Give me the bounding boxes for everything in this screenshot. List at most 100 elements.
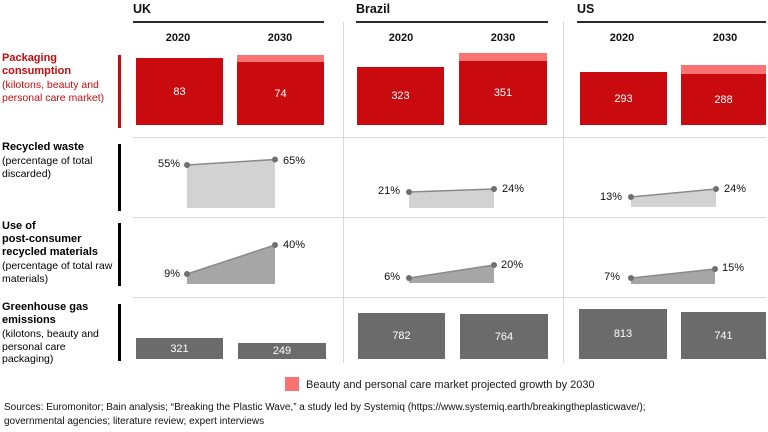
- row-label-packaging-consumption: Packaging consumption (kilotons, beauty …: [2, 52, 118, 104]
- packaging-bar-us-2020: 293: [580, 72, 667, 125]
- year-label-us-2030: 2030: [712, 32, 738, 44]
- row-label-recycled-waste: Recycled waste (percentage of total disc…: [2, 141, 118, 180]
- slope-chart-recycled-waste-brazil: [406, 186, 497, 208]
- row-label-recycled-materials: Use of post-consumer recycled materials …: [2, 220, 118, 285]
- bar-value: 782: [392, 330, 411, 342]
- country-header-us: US: [577, 2, 595, 16]
- row-title: Greenhouse gas emissions: [2, 301, 89, 326]
- data-point-dot: [184, 271, 190, 277]
- column-divider: [563, 22, 564, 363]
- slope-line: [186, 158, 276, 166]
- ghg-bar-brazil-2020: 782: [358, 313, 445, 359]
- slope-line: [408, 188, 495, 193]
- pct-label-recycled-materials-us-2020: 7%: [604, 271, 620, 283]
- row-accent-recycled-waste: [118, 144, 121, 211]
- year-label-uk-2020: 2020: [165, 32, 191, 44]
- pct-label-recycled-materials-brazil-2020: 6%: [384, 271, 400, 283]
- slope-line: [630, 188, 717, 198]
- data-point-dot: [406, 189, 412, 195]
- ghg-bar-brazil-2030: 764: [460, 314, 548, 359]
- data-point-dot: [184, 162, 190, 168]
- row-subtitle: (percentage of total discarded): [2, 155, 93, 180]
- pct-label-recycled-waste-brazil-2030: 24%: [502, 183, 525, 195]
- ghg-bar-uk-2030: 249: [238, 343, 326, 359]
- row-accent-ghg: [118, 304, 121, 361]
- bar-value: 293: [614, 92, 633, 105]
- row-title: Packaging consumption: [2, 52, 72, 77]
- year-label-brazil-2020: 2020: [388, 32, 414, 44]
- slope-area: [187, 245, 275, 284]
- slope-area: [631, 269, 715, 284]
- packaging-bar-brazil-2030: 351: [459, 61, 547, 125]
- row-subtitle: (kilotons, beauty and personal care pack…: [2, 328, 99, 365]
- row-separator: [133, 217, 766, 218]
- pct-label-recycled-materials-brazil-2030: 20%: [501, 259, 524, 271]
- bar-value: 249: [272, 345, 292, 357]
- packaging-bar-uk-2020: 83: [136, 58, 223, 125]
- data-point-dot: [491, 262, 497, 268]
- year-label-brazil-2030: 2030: [490, 32, 516, 44]
- packaging-bar-us-2030: 288: [681, 74, 766, 125]
- pct-label-recycled-waste-us-2020: 13%: [599, 191, 622, 203]
- packaging-bar-uk-2030: 74: [237, 62, 324, 125]
- data-point-dot: [712, 266, 718, 272]
- slope-area: [409, 265, 494, 283]
- slope-line: [408, 264, 495, 279]
- slope-area: [187, 159, 275, 208]
- row-accent-packaging: [118, 55, 121, 128]
- column-divider: [343, 22, 344, 363]
- projected-growth-cap-uk-2030: [237, 55, 324, 62]
- slope-chart-recycled-materials-brazil: [406, 262, 497, 283]
- row-title: Use of post-consumer recycled materials: [2, 220, 99, 258]
- bar-value: 321: [170, 342, 189, 355]
- country-header-brazil: Brazil: [356, 2, 391, 16]
- data-point-dot: [406, 275, 412, 281]
- slope-chart-recycled-waste-us: [628, 186, 719, 207]
- country-header-uk: UK: [133, 2, 152, 16]
- data-point-dot: [272, 156, 278, 163]
- pct-label-recycled-waste-us-2030: 24%: [724, 183, 747, 195]
- bar-value: 741: [714, 329, 733, 342]
- row-label-ghg-emissions: Greenhouse gas emissions (kilotons, beau…: [2, 301, 118, 366]
- slope-chart-recycled-waste-uk: [184, 156, 278, 208]
- sources-line-2: governmental agencies; literature review…: [4, 416, 265, 427]
- row-separator: [133, 137, 766, 138]
- pct-label-recycled-waste-uk-2030: 65%: [283, 155, 306, 167]
- pct-label-recycled-materials-us-2030: 15%: [722, 262, 745, 274]
- data-point-dot: [628, 275, 634, 281]
- ghg-bar-us-2030: 741: [681, 312, 766, 359]
- ghg-bar-us-2020: 813: [579, 309, 667, 359]
- row-accent-recycled-materials: [118, 223, 121, 286]
- row-subtitle: (kilotons, beauty and personal care mark…: [2, 79, 105, 104]
- data-point-dot: [491, 186, 497, 192]
- pct-label-recycled-materials-uk-2020: 9%: [164, 268, 180, 280]
- bar-value: 323: [391, 90, 410, 102]
- packaging-bar-brazil-2020: 323: [357, 67, 444, 125]
- slope-area: [409, 189, 494, 208]
- bar-value: 764: [494, 330, 514, 343]
- bar-value: 813: [613, 328, 633, 340]
- year-label-uk-2030: 2030: [267, 32, 293, 44]
- bar-value: 288: [714, 93, 733, 106]
- projected-growth-cap-us-2030: [681, 65, 766, 74]
- projected-growth-cap-brazil-2030: [459, 53, 547, 61]
- row-title: Recycled waste: [2, 141, 84, 153]
- sources-note: Sources: Euromonitor; Bain analysis; “Br…: [4, 401, 750, 429]
- year-label-us-2020: 2020: [609, 32, 635, 44]
- pct-label-recycled-materials-uk-2030: 40%: [283, 239, 306, 251]
- bar-value: 83: [173, 85, 186, 98]
- country-underline: [133, 21, 324, 23]
- slope-area: [631, 189, 716, 207]
- bar-value: 351: [493, 87, 513, 99]
- data-point-dot: [272, 242, 278, 248]
- slope-line: [186, 244, 276, 275]
- sources-line-1: Sources: Euromonitor; Bain analysis; “Br…: [4, 402, 646, 413]
- pct-label-recycled-waste-uk-2020: 55%: [157, 158, 180, 170]
- bar-value: 74: [274, 87, 287, 100]
- legend-swatch-projected-growth: [285, 377, 299, 391]
- pct-label-recycled-waste-brazil-2020: 21%: [377, 185, 400, 197]
- slope-line: [630, 268, 716, 279]
- slope-chart-recycled-materials-us: [628, 266, 718, 284]
- row-subtitle: (percentage of total raw materials): [2, 260, 113, 285]
